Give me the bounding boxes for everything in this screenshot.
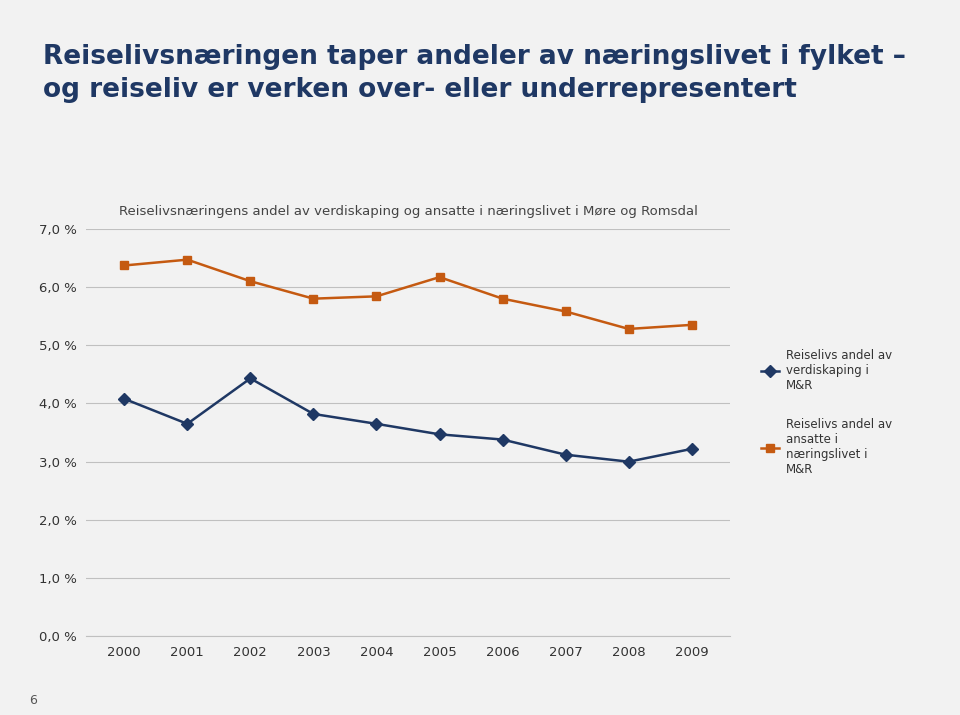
Text: 6: 6 bbox=[29, 694, 36, 707]
Text: Reiselivsnæringens andel av verdiskaping og ansatte i næringslivet i Møre og Rom: Reiselivsnæringens andel av verdiskaping… bbox=[119, 205, 697, 218]
Legend: Reiselivs andel av
verdiskaping i
M&R, Reiselivs andel av
ansatte i
næringslivet: Reiselivs andel av verdiskaping i M&R, R… bbox=[761, 349, 892, 475]
Text: Reiselivsnæringen taper andeler av næringslivet i fylket –
og reiseliv er verken: Reiselivsnæringen taper andeler av nærin… bbox=[43, 44, 906, 103]
